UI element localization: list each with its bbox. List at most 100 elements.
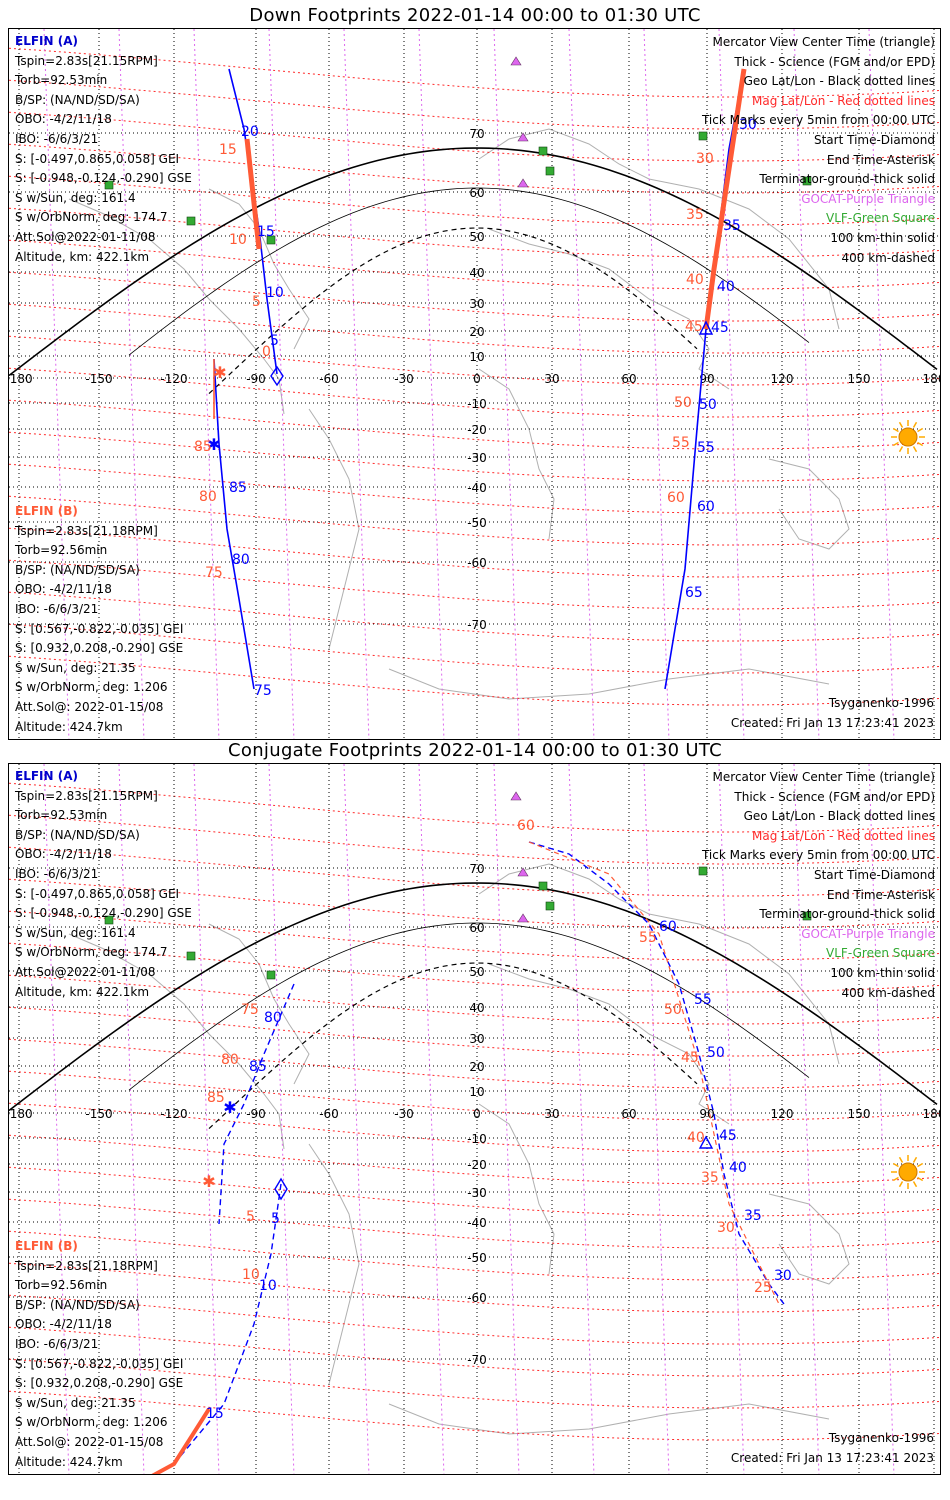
info-line: S: [-0.497,0.865,0.058] GEI — [15, 886, 180, 901]
mag-lon-line — [268, 29, 295, 739]
legend-item: Thick - Science (FGM and/or EPD) — [734, 789, 935, 804]
track-time-label: 50 — [699, 397, 717, 413]
info-line: S: [-0.497,0.865,0.058] GEI — [15, 151, 180, 166]
legend-item: 400 km-dashed — [841, 250, 935, 265]
legend-item: VLF-Green Square — [826, 946, 935, 961]
lat-tick-label: 60 — [469, 921, 484, 935]
coastline — [488, 963, 730, 1125]
track-time-label: 55 — [694, 992, 712, 1008]
conjugate-footprints-map: -180-150-120-90-60-300306090120150180706… — [8, 763, 941, 1475]
track-time-label: 40 — [729, 1160, 747, 1176]
lon-tick-label: -90 — [246, 372, 266, 386]
end-asterisk-icon: ✱ — [202, 1172, 215, 1191]
legend-item: Tick Marks every 5min from 00:00 UTC — [701, 848, 935, 863]
track-time-label: 40 — [686, 272, 704, 288]
info-line: Att.Sol@: 2022-01-15/08 — [15, 1434, 164, 1449]
track-time-label: 40 — [687, 1130, 705, 1146]
legend-item: Mag Lat/Lon - Red dotted lines — [751, 93, 935, 108]
mag-lat-line — [9, 79, 940, 130]
info-line: S w/OrbNorm, deg: 174.7 — [15, 210, 168, 225]
footprint-100km-line — [128, 922, 810, 1091]
mag-lat-line — [9, 1358, 940, 1409]
coastline — [388, 1403, 830, 1435]
info-line: Att.Sol@: 2022-01-15/08 — [15, 699, 164, 714]
mag-lon-line — [868, 764, 895, 1474]
coastline — [68, 933, 285, 1150]
down-footprints-map: -180-150-120-90-60-300306090120150180706… — [8, 28, 941, 740]
info-line: S w/Sun, deg: 161.4 — [15, 925, 136, 940]
lon-tick-label: 60 — [621, 372, 636, 386]
lon-tick-label: 90 — [699, 372, 714, 386]
mag-lon-line — [343, 764, 370, 1474]
lon-tick-label: -150 — [85, 372, 112, 386]
lon-tick-label: -30 — [394, 1107, 414, 1121]
info-line: IBO: -6/6/3/21 — [15, 866, 99, 881]
mag-lat-line — [9, 910, 940, 961]
lon-tick-label: 150 — [848, 1107, 871, 1121]
legend-item: Geo Lat/Lon - Black dotted lines — [743, 74, 935, 89]
mag-lat-line — [9, 271, 940, 322]
footprint-400km-line — [208, 227, 698, 395]
legend-item: End Time-Asterisk — [826, 152, 935, 167]
gocat-triangle-icon — [517, 132, 529, 142]
mag-lat-line — [9, 846, 940, 897]
info-line: B/SP: (NA/ND/SD/SA) — [15, 1297, 140, 1312]
track-time-label: 75 — [205, 565, 223, 581]
info-line: IBO: -6/6/3/21 — [15, 131, 99, 146]
track-time-label: 45 — [719, 1128, 737, 1144]
info-line: Att.Sol@2022-01-11/08 — [15, 229, 156, 244]
elfin-b-info: ELFIN (B) Tspin=2.83s[21.18RPM] Torb=92.… — [15, 1237, 183, 1472]
coastline — [478, 368, 555, 540]
legend-item: 400 km-dashed — [841, 985, 935, 1000]
mag-lat-line — [9, 1038, 940, 1089]
lon-tick-label: -60 — [319, 1107, 339, 1121]
lat-tick-label: -20 — [467, 1158, 487, 1172]
legend-item: Start Time-Diamond — [813, 867, 935, 882]
info-line: B/SP: (NA/ND/SD/SA) — [15, 827, 140, 842]
legend-item: 100 km-thin solid — [830, 965, 935, 980]
lon-tick-label: -120 — [160, 372, 187, 386]
track-time-label: 10 — [259, 1278, 277, 1294]
lat-tick-label: 10 — [469, 1085, 484, 1099]
mag-lat-line — [9, 623, 940, 674]
gocat-triangle-icon — [517, 867, 529, 877]
mag-lat-line — [9, 1262, 940, 1313]
info-line: S: [0.932,0.208,-0.290] GSE — [15, 641, 184, 656]
track-time-label: 30 — [774, 1268, 792, 1284]
coastline — [208, 923, 310, 1085]
sun-ray — [892, 1162, 899, 1168]
lat-tick-label: -70 — [467, 1353, 487, 1367]
mag-lon-line — [793, 29, 820, 739]
legend-item: Tick Marks every 5min from 00:00 UTC — [701, 113, 935, 128]
map-canvas: -180-150-120-90-60-300306090120150180706… — [9, 29, 940, 739]
vlf-square-icon — [104, 180, 114, 190]
track-time-label: 50 — [707, 1045, 725, 1061]
mag-lat-line — [9, 431, 940, 482]
track-time-label: 35 — [744, 1208, 762, 1224]
track-time-label: 55 — [639, 930, 657, 946]
track-time-label: 35 — [701, 1170, 719, 1186]
legend-item: Thick - Science (FGM and/or EPD) — [734, 54, 935, 69]
lat-tick-label: -40 — [467, 1216, 487, 1230]
info-line: S: [-0.948,-0.124,-0.290] GSE — [15, 171, 192, 186]
sun-icon — [898, 1162, 918, 1182]
mag-lat-line — [9, 814, 940, 865]
track-time-label: 85 — [207, 1090, 225, 1106]
track-time-label: 85 — [229, 480, 247, 496]
lat-tick-label: 20 — [469, 1060, 484, 1074]
mag-lat-line — [9, 527, 940, 578]
track-time-label: 5 — [246, 1209, 255, 1225]
info-line: Altitude: 424.7km — [15, 1454, 123, 1469]
map-legend: Mercator View Center Time (triangle) Thi… — [702, 768, 935, 1003]
info-line: S: [-0.948,-0.124,-0.290] GSE — [15, 906, 192, 921]
vlf-square-icon — [545, 901, 555, 911]
track-time-label: 55 — [697, 440, 715, 456]
end-asterisk-icon: ✱ — [223, 1098, 236, 1117]
mag-lat-line — [9, 175, 940, 226]
elfin-a-track-south — [173, 1183, 282, 1465]
lat-tick-label: -50 — [467, 1251, 487, 1265]
track-time-label: 35 — [686, 207, 704, 223]
sun-ray — [898, 1156, 904, 1163]
mag-lon-line — [493, 764, 520, 1474]
info-line: S: [0.932,0.208,-0.290] GSE — [15, 1376, 184, 1391]
